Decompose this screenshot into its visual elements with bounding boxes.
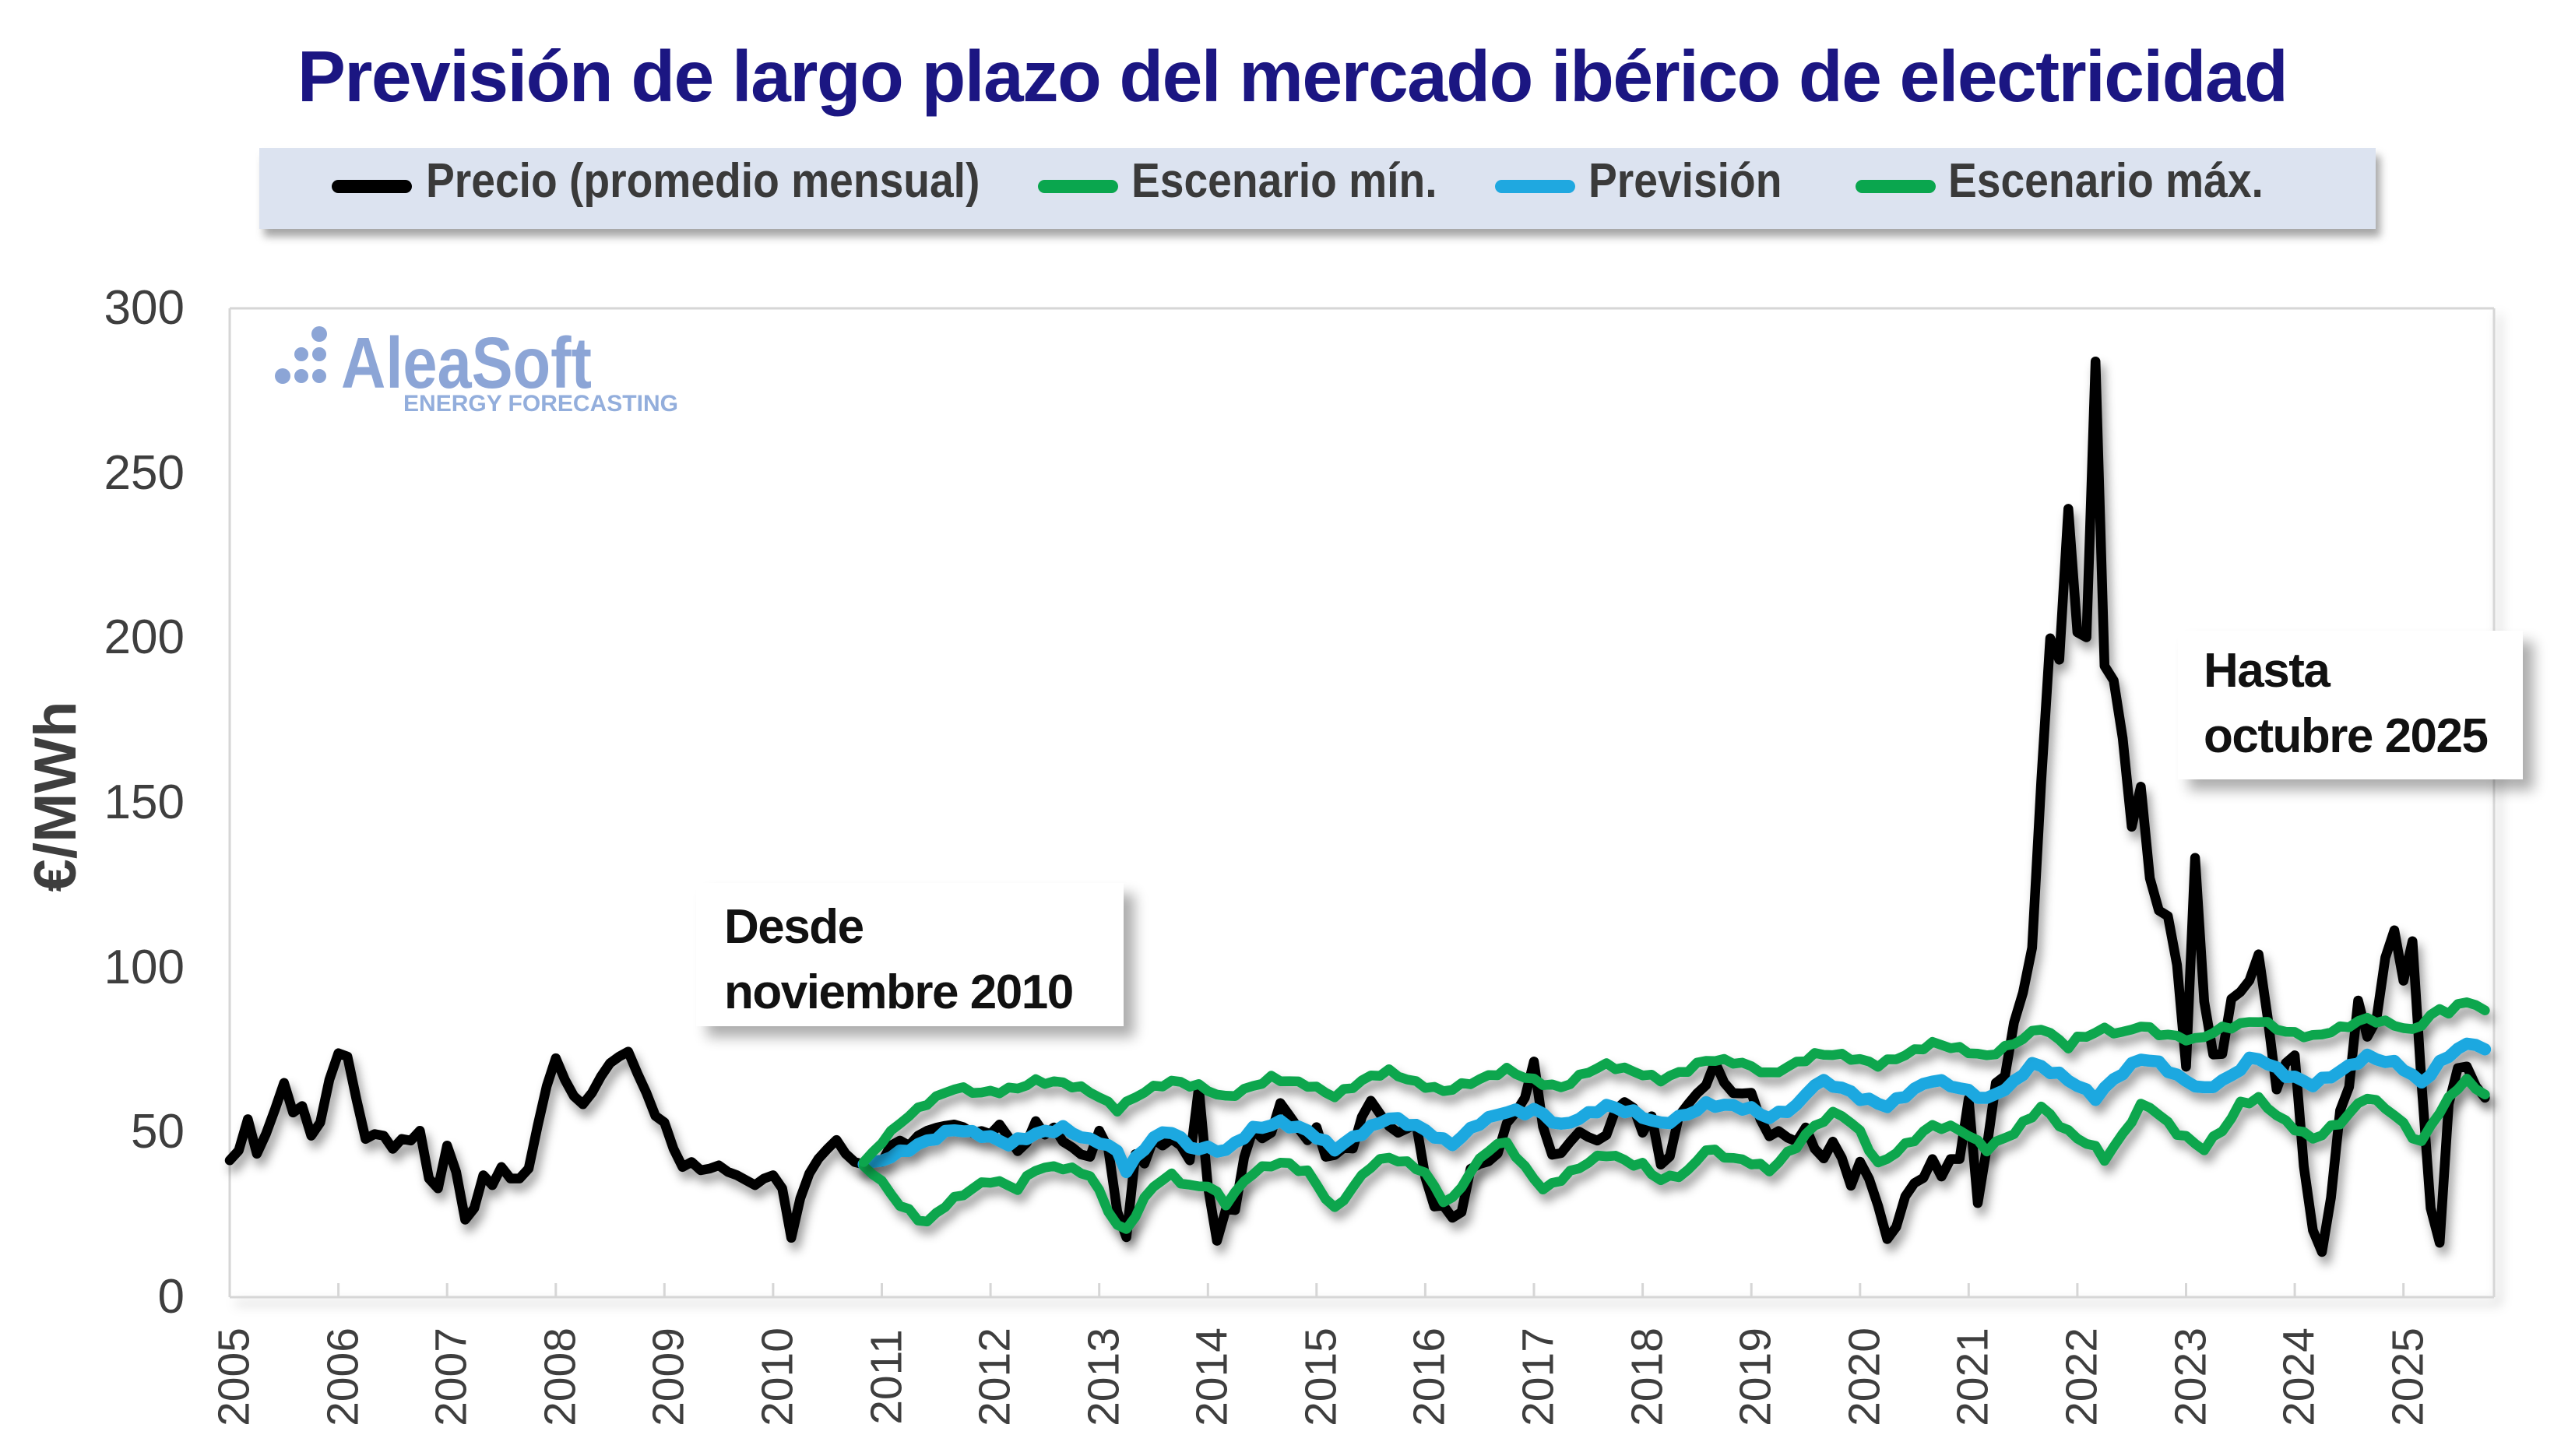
svg-text:AleaSoft: AleaSoft xyxy=(341,322,592,403)
svg-text:ENERGY FORECASTING: ENERGY FORECASTING xyxy=(403,391,678,417)
